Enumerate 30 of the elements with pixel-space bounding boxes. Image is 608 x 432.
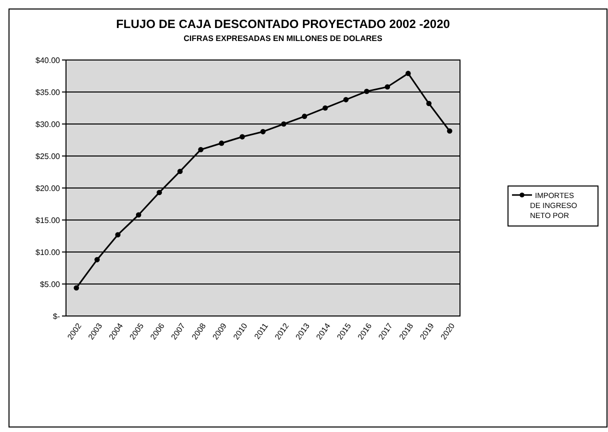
y-tick-label: $30.00	[36, 120, 61, 129]
y-tick-label: $40.00	[36, 56, 61, 65]
point	[218, 140, 224, 146]
point	[136, 212, 142, 218]
point	[302, 114, 308, 119]
point	[426, 100, 432, 106]
chart-title: FLUJO DE CAJA DESCONTADO PROYECTADO 2002 -2020	[116, 17, 450, 31]
y-tick-label: $-	[52, 312, 60, 321]
point	[115, 232, 120, 238]
point	[406, 70, 411, 76]
y-tick-label: $20.00	[36, 184, 61, 193]
point	[364, 88, 370, 94]
chart-subtitle: CIFRAS EXPRESADAS EN MILLONES DE DOLARES	[184, 34, 384, 43]
point	[156, 190, 162, 196]
y-tick-label: $35.00	[36, 88, 61, 97]
point	[177, 168, 183, 174]
y-tick-label: $25.00	[36, 152, 61, 161]
point	[74, 285, 80, 290]
point	[446, 128, 452, 134]
point	[343, 97, 349, 102]
point	[240, 134, 245, 140]
point	[198, 146, 204, 152]
point	[281, 121, 286, 127]
y-tick-label: $15.00	[36, 216, 61, 225]
y-tick-label: $10.00	[36, 248, 61, 257]
y-tick-label: $5.00	[40, 280, 61, 289]
point	[94, 257, 100, 262]
point	[322, 105, 328, 111]
point	[260, 129, 266, 134]
point	[384, 84, 390, 90]
